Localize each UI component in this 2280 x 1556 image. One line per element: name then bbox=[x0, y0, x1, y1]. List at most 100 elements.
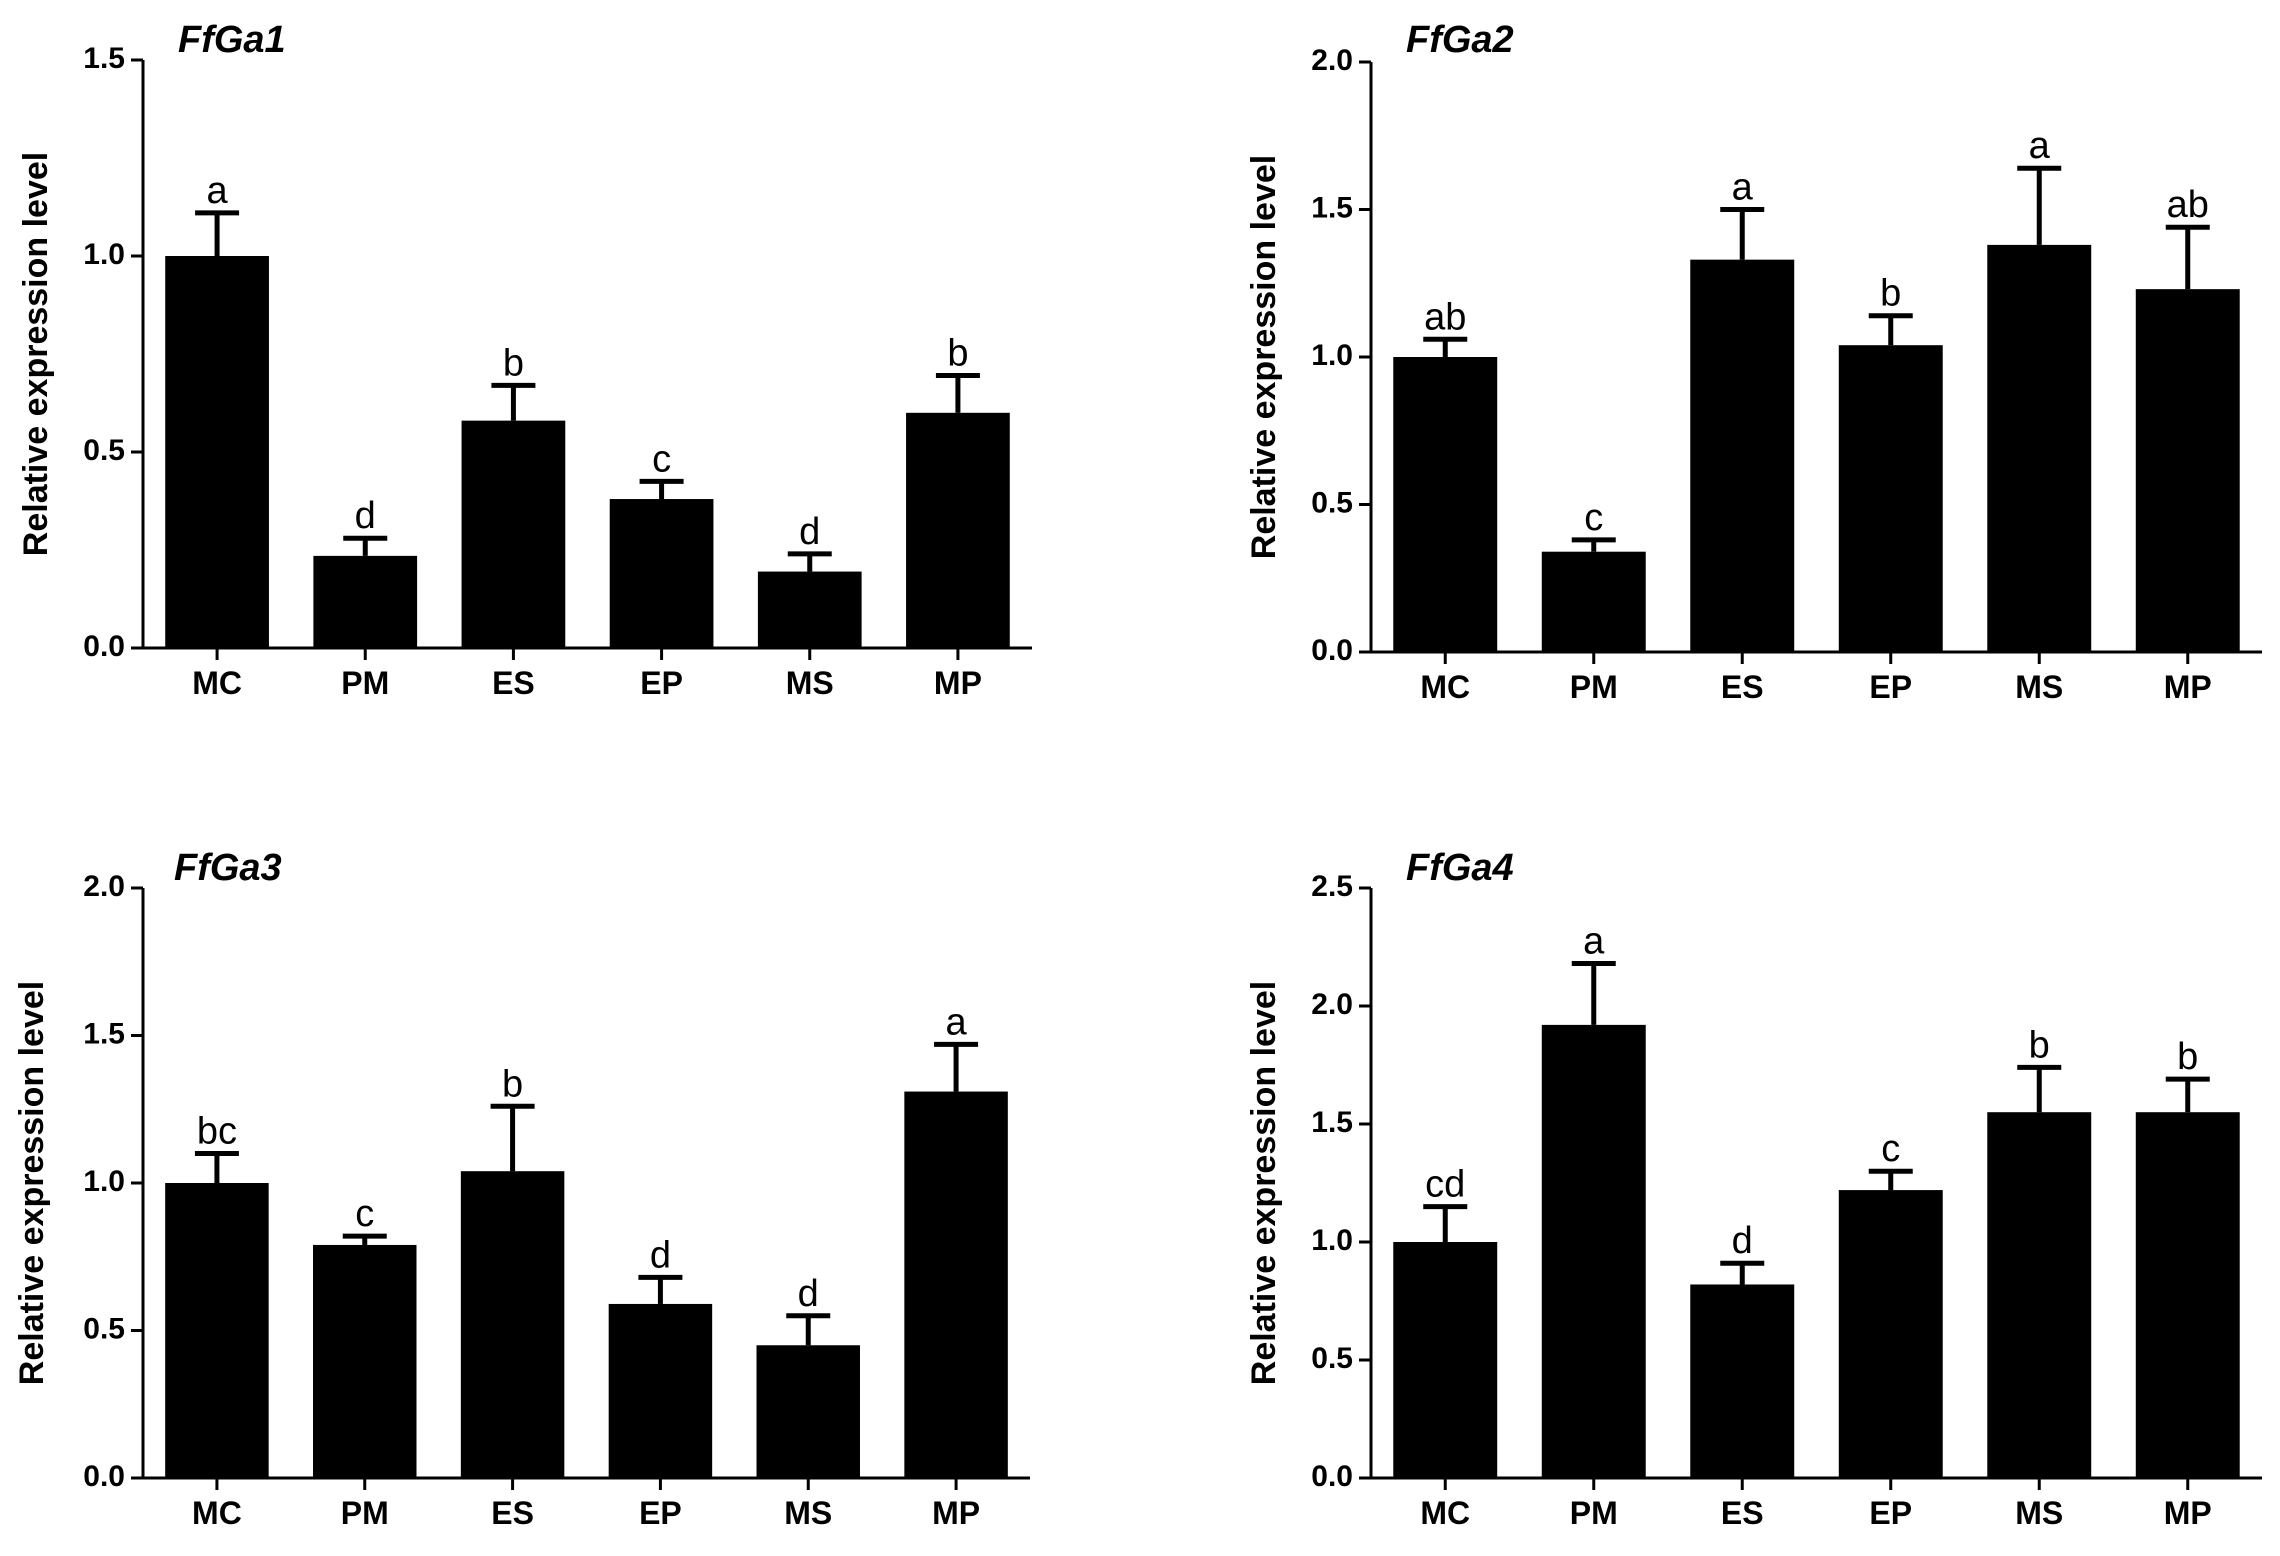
significance-letter: b bbox=[502, 1063, 523, 1105]
x-tick-label: MP bbox=[934, 665, 982, 701]
bar-ms bbox=[756, 1345, 860, 1478]
y-tick-label: 1.5 bbox=[1311, 191, 1353, 224]
y-tick-label: 1.0 bbox=[83, 1165, 125, 1198]
chart-title: FfGa2 bbox=[1406, 19, 1514, 61]
x-tick-label: MS bbox=[786, 665, 834, 701]
y-axis-label: Relative expression level bbox=[13, 981, 51, 1385]
bar-mp bbox=[2135, 1112, 2240, 1478]
x-tick-label: PM bbox=[1570, 1495, 1618, 1531]
bar-ms bbox=[1987, 244, 2092, 652]
significance-letter: d bbox=[798, 1273, 819, 1315]
bar-ms bbox=[757, 571, 862, 648]
bar-mp bbox=[2135, 289, 2240, 652]
y-tick-label: 0.0 bbox=[1311, 634, 1353, 667]
bar-mc bbox=[1393, 1242, 1498, 1478]
bar-es bbox=[461, 420, 566, 648]
y-tick-label: 0.0 bbox=[1311, 1460, 1353, 1493]
bar-mc bbox=[165, 256, 269, 648]
significance-letter: d bbox=[355, 495, 376, 537]
y-tick-label: 0.5 bbox=[83, 1312, 125, 1345]
bar-pm bbox=[1541, 551, 1646, 652]
y-tick-label: 1.0 bbox=[1311, 339, 1353, 372]
y-tick-label: 1.0 bbox=[83, 238, 125, 271]
x-tick-label: MP bbox=[2164, 1495, 2212, 1531]
chart-title: FfGa3 bbox=[174, 847, 282, 889]
panel-ffga1: FfGa1 Relative expression level a MC d PM b ES c… bbox=[17, 19, 1032, 701]
significance-letter: d bbox=[799, 511, 820, 553]
significance-letter: b bbox=[947, 333, 968, 375]
x-tick-label: EP bbox=[639, 1495, 682, 1531]
x-tick-label: MC bbox=[192, 1495, 242, 1531]
bar-es bbox=[460, 1171, 565, 1478]
significance-letter: a bbox=[2029, 125, 2051, 167]
bar-mp bbox=[906, 412, 1010, 648]
x-tick-label: MS bbox=[2015, 669, 2063, 705]
y-tick-label: 0.5 bbox=[1311, 486, 1353, 519]
y-tick-label: 1.5 bbox=[1311, 1106, 1353, 1139]
y-tick-label: 0.0 bbox=[83, 1460, 125, 1493]
y-tick-label: 0.5 bbox=[1311, 1342, 1353, 1375]
x-tick-label: MP bbox=[2164, 669, 2212, 705]
y-tick-label: 1.5 bbox=[83, 1017, 125, 1050]
bar-es bbox=[1690, 259, 1795, 652]
bar-pm bbox=[313, 1244, 417, 1478]
y-tick-label: 2.0 bbox=[1311, 988, 1353, 1021]
significance-letter: a bbox=[946, 1001, 968, 1043]
bar-ms bbox=[1987, 1112, 2092, 1478]
x-tick-label: ES bbox=[491, 1495, 534, 1531]
bar-es bbox=[1690, 1284, 1795, 1478]
x-tick-label: PM bbox=[341, 1495, 389, 1531]
significance-letter: bc bbox=[197, 1111, 237, 1153]
x-tick-label: MC bbox=[1420, 669, 1470, 705]
significance-letter: b bbox=[503, 342, 524, 384]
x-tick-label: PM bbox=[1570, 669, 1618, 705]
significance-letter: c bbox=[652, 438, 671, 480]
y-tick-label: 0.0 bbox=[83, 630, 125, 663]
significance-letter: ab bbox=[1424, 296, 1466, 338]
y-tick-label: 2.0 bbox=[83, 870, 125, 903]
chart-title: FfGa1 bbox=[178, 19, 286, 61]
bar-ep bbox=[1838, 345, 1943, 652]
bar-pm bbox=[1541, 1024, 1646, 1478]
bar-mc bbox=[1393, 357, 1498, 652]
significance-letter: b bbox=[1880, 273, 1901, 315]
bar-ep bbox=[609, 499, 714, 648]
x-tick-label: EP bbox=[1869, 1495, 1912, 1531]
x-tick-label: MC bbox=[1420, 1495, 1470, 1531]
x-tick-label: EP bbox=[640, 665, 683, 701]
bar-mc bbox=[165, 1183, 269, 1478]
x-tick-label: ES bbox=[1721, 1495, 1764, 1531]
significance-letter: b bbox=[2177, 1036, 2198, 1078]
x-tick-label: MS bbox=[2015, 1495, 2063, 1531]
significance-letter: ab bbox=[2167, 184, 2209, 226]
bar-ep bbox=[608, 1303, 713, 1478]
bar-ep bbox=[1838, 1190, 1943, 1478]
significance-letter: a bbox=[1732, 167, 1754, 209]
y-tick-label: 1.5 bbox=[83, 42, 125, 75]
x-tick-label: PM bbox=[341, 665, 389, 701]
significance-letter: b bbox=[2029, 1024, 2050, 1066]
x-tick-label: ES bbox=[492, 665, 535, 701]
y-tick-label: 0.5 bbox=[83, 434, 125, 467]
significance-letter: c bbox=[1584, 497, 1603, 539]
y-tick-label: 1.0 bbox=[1311, 1224, 1353, 1257]
significance-letter: cd bbox=[1425, 1164, 1465, 1206]
y-axis-label: Relative expression level bbox=[17, 152, 55, 556]
significance-letter: d bbox=[650, 1234, 671, 1276]
y-tick-label: 2.5 bbox=[1311, 870, 1353, 903]
x-tick-label: MS bbox=[784, 1495, 832, 1531]
y-tick-label: 2.0 bbox=[1311, 44, 1353, 77]
panel-ffga4: FfGa4 Relative expression level cd MC a PM d ES… bbox=[1245, 847, 2262, 1531]
significance-letter: c bbox=[1881, 1128, 1900, 1170]
panel-ffga3: FfGa3 Relative expression level bc MC c PM b ES… bbox=[13, 847, 1030, 1531]
significance-letter: a bbox=[207, 170, 229, 212]
x-tick-label: MC bbox=[192, 665, 242, 701]
x-tick-label: MP bbox=[932, 1495, 980, 1531]
chart-title: FfGa4 bbox=[1406, 847, 1514, 889]
x-tick-label: EP bbox=[1869, 669, 1912, 705]
significance-letter: d bbox=[1732, 1220, 1753, 1262]
y-axis-label: Relative expression level bbox=[1245, 981, 1283, 1385]
y-axis-label: Relative expression level bbox=[1245, 155, 1283, 559]
